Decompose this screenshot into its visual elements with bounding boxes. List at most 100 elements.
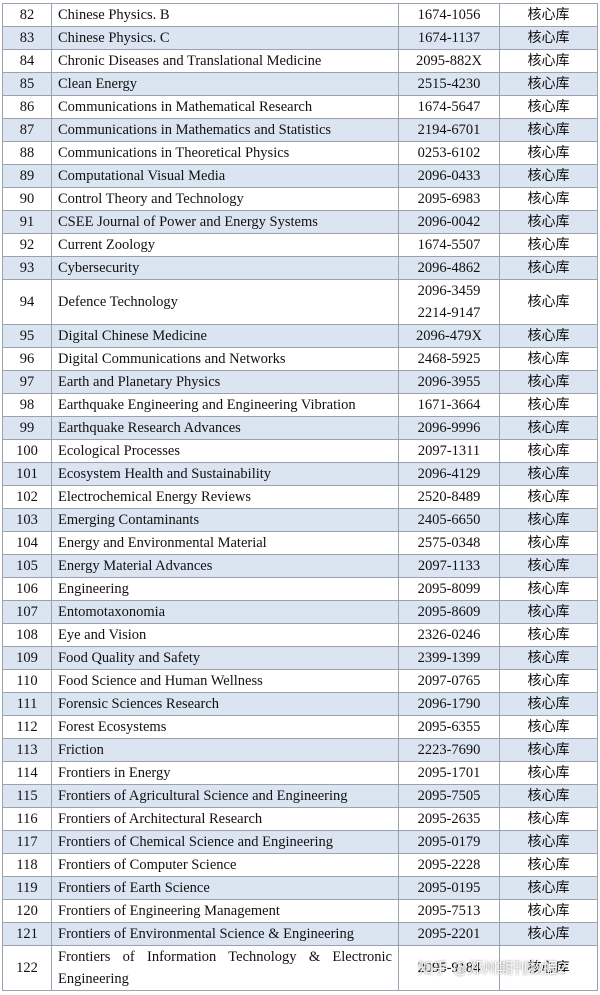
issn-cell: 1671-3664: [398, 393, 500, 417]
row-number: 90: [2, 187, 52, 211]
issn: 2095-0179: [417, 834, 481, 850]
issn-cell: 2520-8489: [398, 485, 500, 509]
issn: 1674-5647: [417, 99, 481, 115]
table-row: 102 Electrochemical Energy Reviews 2520-84…: [2, 485, 598, 509]
library-category: 核心库: [499, 279, 598, 325]
journal-title: Communications in Theoretical Physics: [51, 141, 399, 165]
table-row: 104 Energy and Environmental Material 2575…: [2, 531, 598, 555]
issn-cell: 2223-7690: [398, 738, 500, 762]
row-number: 96: [2, 347, 52, 371]
issn: 2223-7690: [417, 742, 481, 758]
issn: 2515-4230: [417, 76, 481, 92]
issn-cell: 2405-6650: [398, 508, 500, 532]
row-number: 109: [2, 646, 52, 670]
row-number: 98: [2, 393, 52, 417]
row-number: 119: [2, 876, 52, 900]
issn: 2095-2228: [417, 857, 481, 873]
issn: 2095-1701: [417, 765, 481, 781]
issn: 2096-3955: [417, 374, 481, 390]
row-number: 102: [2, 485, 52, 509]
library-category: 核心库: [499, 26, 598, 50]
journal-title: Frontiers in Energy: [51, 761, 399, 785]
journal-title: Energy Material Advances: [51, 554, 399, 578]
journal-title: Emerging Contaminants: [51, 508, 399, 532]
issn-cell: 1674-5507: [398, 233, 500, 257]
issn-cell: 2095-2635: [398, 807, 500, 831]
row-number: 93: [2, 256, 52, 280]
row-number: 100: [2, 439, 52, 463]
issn: 2095-0195: [417, 880, 481, 896]
issn-cell: 2326-0246: [398, 623, 500, 647]
issn: 2095-2635: [417, 811, 481, 827]
row-number: 114: [2, 761, 52, 785]
journal-title: Frontiers of Architectural Research: [51, 807, 399, 831]
table-row: 117 Frontiers of Chemical Science and Eng…: [2, 830, 598, 854]
table-row: 103 Emerging Contaminants 2405-6650 核心库: [2, 508, 598, 532]
row-number: 103: [2, 508, 52, 532]
library-category: 核心库: [499, 669, 598, 693]
issn-cell: 2096-479X: [398, 324, 500, 348]
journal-title: Forest Ecosystems: [51, 715, 399, 739]
journal-title: Earthquake Engineering and Engineering V…: [51, 393, 399, 417]
table-row: 90 Control Theory and Technology 2095-6983…: [2, 187, 598, 211]
journal-title: Food Quality and Safety: [51, 646, 399, 670]
table-row: 111 Forensic Sciences Research 2096-1790 核心…: [2, 692, 598, 716]
table-row: 108 Eye and Vision 2326-0246 核心库: [2, 623, 598, 647]
row-number: 116: [2, 807, 52, 831]
journal-title: Frontiers of Computer Science: [51, 853, 399, 877]
issn-cell: 2095-1701: [398, 761, 500, 785]
issn-cell: 2097-1133: [398, 554, 500, 578]
issn-cell: 2095-6355: [398, 715, 500, 739]
issn: 2096-4862: [417, 260, 481, 276]
issn-cell: 2575-0348: [398, 531, 500, 555]
issn: 2405-6650: [417, 512, 481, 528]
issn-cell: 2095-2201: [398, 922, 500, 946]
journal-title: Defence Technology: [51, 279, 399, 325]
issn-cell: 0253-6102: [398, 141, 500, 165]
issn-cell: 2468-5925: [398, 347, 500, 371]
row-number: 85: [2, 72, 52, 96]
journal-title: Electrochemical Energy Reviews: [51, 485, 399, 509]
journal-title: Digital Communications and Networks: [51, 347, 399, 371]
issn: 2097-0765: [417, 673, 481, 689]
library-category: 核心库: [499, 210, 598, 234]
issn-cell: 2096-3459 2214-9147: [398, 279, 500, 325]
table-row: 119 Frontiers of Earth Science 2095-0195 核心…: [2, 876, 598, 900]
issn-cell: 2095-8609: [398, 600, 500, 624]
issn-cell: 2095-0179: [398, 830, 500, 854]
issn: 2575-0348: [417, 535, 481, 551]
row-number: 110: [2, 669, 52, 693]
issn-cell: 2095-7505: [398, 784, 500, 808]
table-row: 97 Earth and Planetary Physics 2096-3955 核心…: [2, 370, 598, 394]
issn-cell: 2095-2228: [398, 853, 500, 877]
issn-cell: 2097-0765: [398, 669, 500, 693]
journal-title: Communications in Mathematics and Statis…: [51, 118, 399, 142]
table-row: 122 Frontiers of Information Technology &…: [2, 945, 598, 991]
journal-title: Ecological Processes: [51, 439, 399, 463]
issn: 2095-6355: [417, 719, 481, 735]
journal-title: Eye and Vision: [51, 623, 399, 647]
issn: 2095-7513: [417, 903, 481, 919]
journal-title: CSEE Journal of Power and Energy Systems: [51, 210, 399, 234]
row-number: 104: [2, 531, 52, 555]
library-category: 核心库: [499, 945, 598, 991]
issn: 2194-6701: [417, 122, 481, 138]
row-number: 101: [2, 462, 52, 486]
issn-cell: 2096-0433: [398, 164, 500, 188]
row-number: 94: [2, 279, 52, 325]
issn-cell: 2095-0195: [398, 876, 500, 900]
issn-cell: 1674-5647: [398, 95, 500, 119]
table-row: 83 Chinese Physics. C 1674-1137 核心库: [2, 26, 598, 50]
row-number: 83: [2, 26, 52, 50]
issn-cell: 2095-6983: [398, 187, 500, 211]
library-category: 核心库: [499, 49, 598, 73]
issn: 2214-9147: [417, 305, 481, 321]
row-number: 115: [2, 784, 52, 808]
row-number: 120: [2, 899, 52, 923]
journal-title: Frontiers of Agricultural Science and En…: [51, 784, 399, 808]
library-category: 核心库: [499, 738, 598, 762]
table-row: 84 Chronic Diseases and Translational Med…: [2, 49, 598, 73]
row-number: 84: [2, 49, 52, 73]
library-category: 核心库: [499, 118, 598, 142]
